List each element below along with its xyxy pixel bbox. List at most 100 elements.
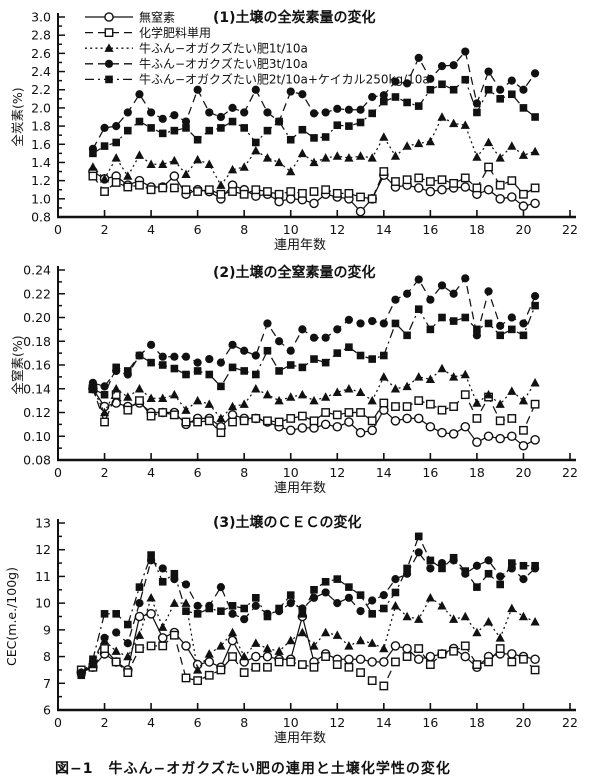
square-marker xyxy=(332,660,342,669)
circle-marker xyxy=(193,85,202,94)
circle-marker xyxy=(228,340,237,349)
legend-label: 牛ふん−オガクズたい肥3t/10a xyxy=(139,56,308,71)
y-tick-label: 2.2 xyxy=(31,82,51,97)
square-marker xyxy=(77,671,86,680)
square-marker xyxy=(461,75,470,84)
circle-marker xyxy=(391,575,400,584)
circle-marker xyxy=(112,121,121,131)
circle-marker xyxy=(507,313,516,322)
square-marker xyxy=(146,185,156,195)
square-marker xyxy=(531,301,539,310)
x-axis-label: 連用年数 xyxy=(274,238,326,253)
circle-marker xyxy=(135,90,144,99)
square-marker xyxy=(104,28,114,37)
triangle-marker xyxy=(309,641,319,650)
triangle-marker xyxy=(181,405,191,414)
square-marker xyxy=(496,95,504,103)
square-marker xyxy=(286,414,296,423)
square-marker xyxy=(217,124,225,132)
circle-marker xyxy=(112,628,121,637)
series-no-nitrogen xyxy=(76,609,540,678)
triangle-marker xyxy=(321,392,331,401)
circle-marker xyxy=(484,556,493,565)
triangle-marker xyxy=(460,120,470,129)
circle-marker xyxy=(134,611,145,622)
square-marker xyxy=(484,569,493,578)
circle-marker xyxy=(263,108,272,117)
chart-total-carbon: 0.8 1.0 1.2 1.4 1.6 1.8 2.0 2.2 2.4 2.6 2.8 3.0 0 2 4 6… xyxy=(0,0,600,255)
square-marker xyxy=(228,363,237,372)
square-marker xyxy=(204,185,214,195)
triangle-marker xyxy=(169,155,179,165)
x-tick-label: 12 xyxy=(329,715,345,730)
square-marker xyxy=(321,185,331,195)
square-marker xyxy=(240,367,248,375)
x-tick-label: 0 xyxy=(54,465,62,480)
triangle-marker xyxy=(530,617,540,626)
circle-marker xyxy=(413,654,424,665)
circle-marker xyxy=(530,654,540,665)
square-marker xyxy=(391,93,400,101)
square-marker xyxy=(181,185,191,195)
triangle-marker xyxy=(355,387,366,397)
square-marker xyxy=(170,364,179,373)
triangle-marker xyxy=(355,635,366,645)
circle-marker xyxy=(461,274,470,283)
square-marker xyxy=(426,85,435,94)
square-marker xyxy=(275,117,283,126)
circle-marker xyxy=(402,289,412,298)
triangle-marker xyxy=(495,399,505,408)
circle-marker xyxy=(495,194,505,204)
square-marker xyxy=(449,402,459,411)
circle-marker xyxy=(321,108,330,117)
circle-marker xyxy=(460,182,471,192)
y-tick-label: 2.0 xyxy=(31,100,51,115)
square-marker xyxy=(368,109,376,118)
square-marker xyxy=(193,187,203,196)
square-marker xyxy=(169,630,179,640)
square-marker xyxy=(158,577,167,586)
circle-marker xyxy=(356,607,365,616)
series-line xyxy=(81,613,536,674)
y-tick-label: 0.16 xyxy=(23,358,51,373)
series-chemical-only xyxy=(88,162,540,204)
circle-marker xyxy=(484,287,493,296)
square-marker xyxy=(205,604,214,613)
square-marker xyxy=(379,681,389,691)
triangle-marker xyxy=(390,601,401,610)
y-tick-label: 1.6 xyxy=(31,137,51,152)
square-marker xyxy=(182,124,190,132)
square-marker xyxy=(368,355,376,363)
square-marker xyxy=(508,559,516,567)
square-marker xyxy=(309,187,319,196)
circle-marker xyxy=(390,641,401,651)
circle-marker xyxy=(495,433,505,444)
square-marker xyxy=(135,396,144,406)
square-marker xyxy=(274,657,284,667)
square-marker xyxy=(216,189,226,199)
square-marker xyxy=(356,668,365,677)
square-marker xyxy=(228,417,237,427)
x-tick-label: 4 xyxy=(147,222,155,237)
square-marker xyxy=(403,98,411,107)
triangle-marker xyxy=(239,162,249,171)
square-marker xyxy=(425,399,435,409)
triangle-marker xyxy=(146,393,156,402)
square-marker xyxy=(344,662,354,672)
circle-marker xyxy=(297,423,308,433)
circle-marker xyxy=(355,654,366,665)
square-marker xyxy=(402,652,412,661)
square-marker xyxy=(123,182,133,192)
triangle-marker xyxy=(262,153,273,162)
circle-marker xyxy=(461,47,470,56)
circle-marker xyxy=(426,295,435,304)
x-tick-label: 22 xyxy=(562,465,578,480)
series-compost-1t xyxy=(88,363,540,423)
square-marker xyxy=(356,351,365,360)
square-marker xyxy=(403,331,411,340)
x-tick-label: 0 xyxy=(54,222,62,237)
y-tick-label: 0.08 xyxy=(23,453,51,468)
square-marker xyxy=(496,331,504,340)
circle-marker xyxy=(205,354,214,364)
